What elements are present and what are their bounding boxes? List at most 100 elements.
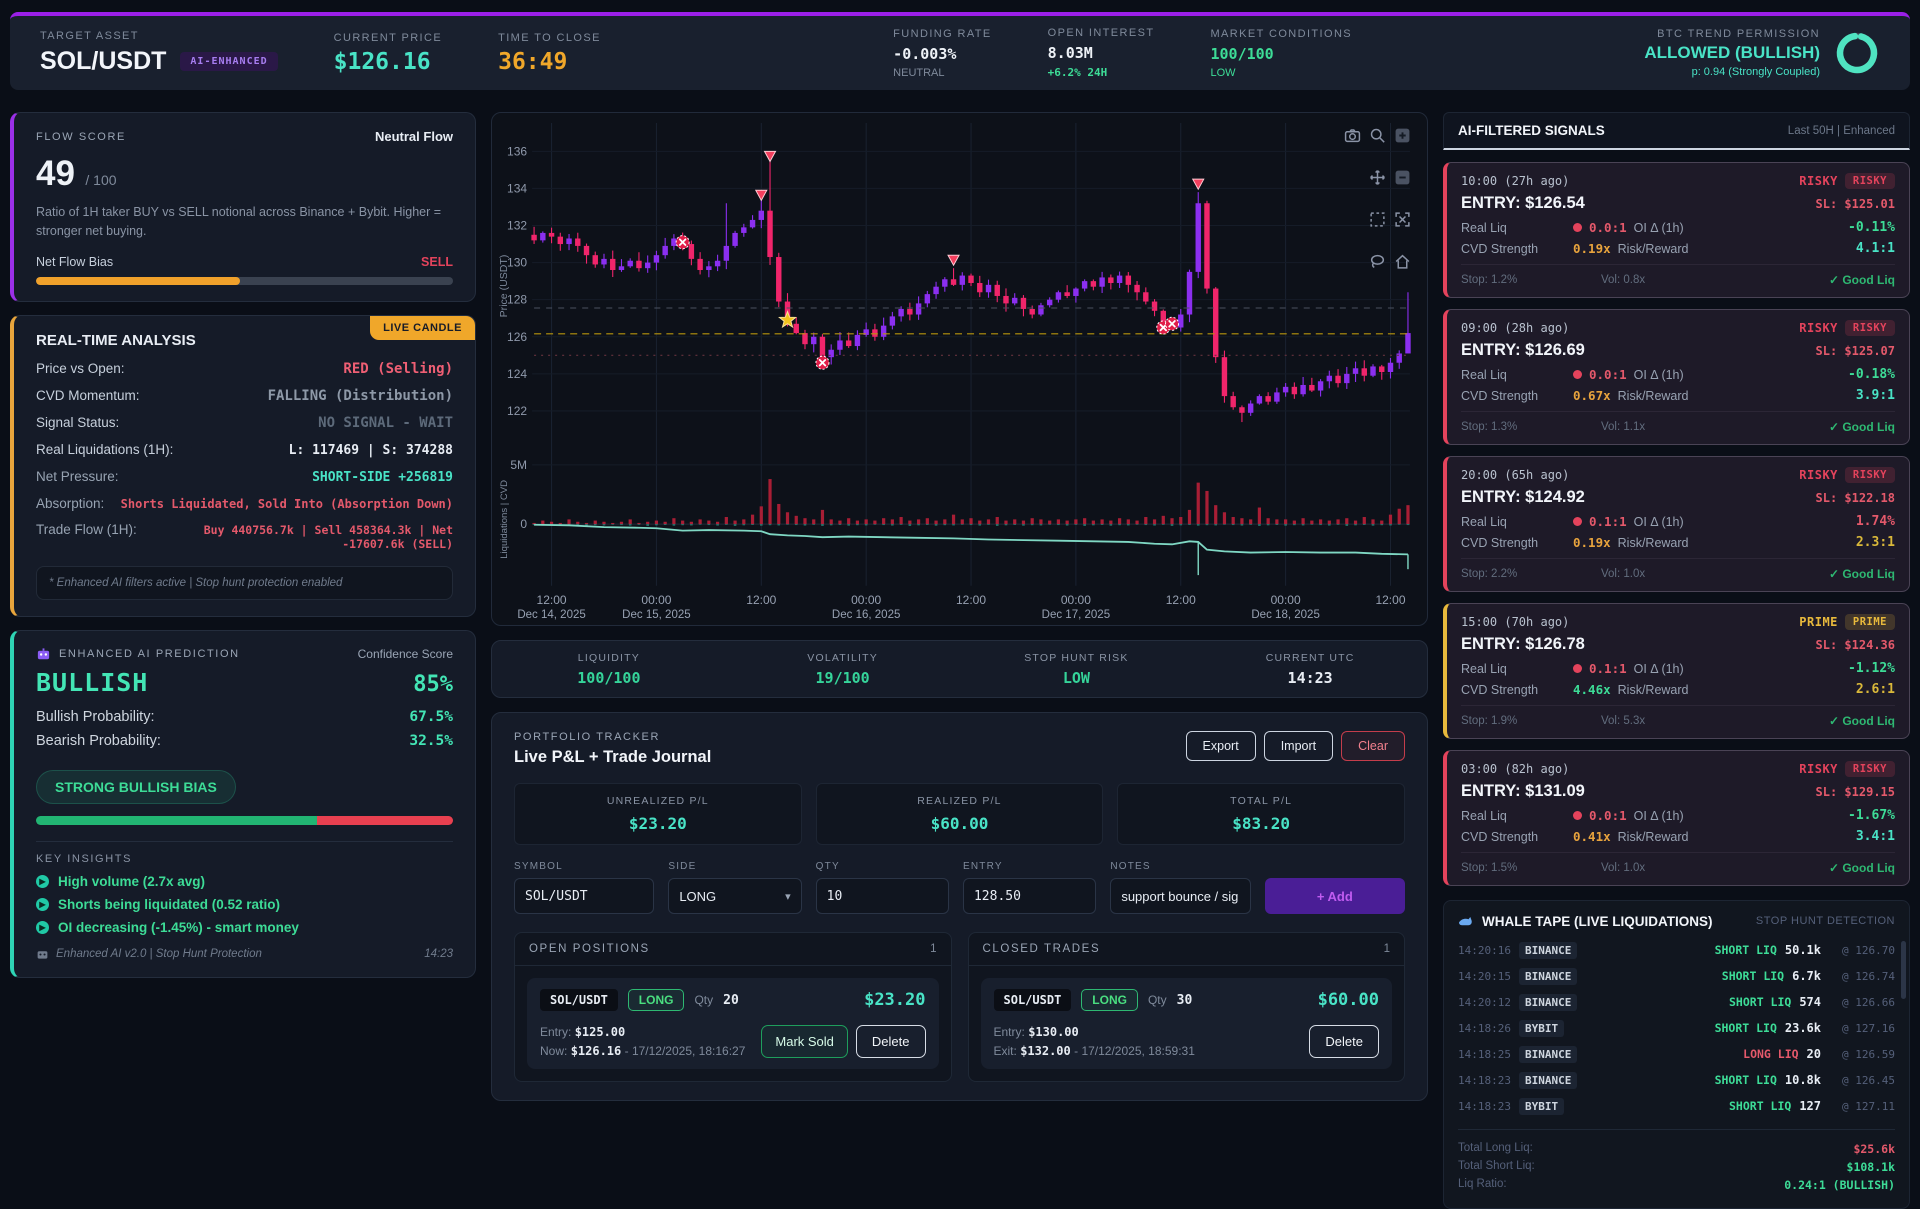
signal-entry: ENTRY: $126.69 <box>1461 341 1585 359</box>
signal-entry: ENTRY: $124.92 <box>1461 488 1585 506</box>
whale-tape-scrollbar[interactable] <box>1901 941 1906 999</box>
real-liq-label: Real Liq <box>1461 367 1507 382</box>
signal-stop-pct: Stop: 2.2% <box>1461 568 1518 580</box>
insight-bullet-icon: ▶ <box>36 920 49 934</box>
side-select[interactable]: LONG ▾ <box>668 878 802 914</box>
svg-text:12:00: 12:00 <box>746 593 776 607</box>
realtime-row: Price vs Open: RED (Selling) <box>36 360 453 377</box>
zoom-in-icon[interactable] <box>1394 127 1411 144</box>
robot-icon <box>37 647 50 659</box>
notes-input[interactable] <box>1110 878 1251 914</box>
signal-vol: Vol: 1.1x <box>1601 421 1646 433</box>
entry-input[interactable] <box>962 878 1097 914</box>
risk-reward-value: 2.3:1 <box>1855 535 1895 550</box>
btc-permission-value: ALLOWED (BULLISH) <box>1644 43 1820 62</box>
risk-reward-label: Risk/Reward <box>1617 388 1689 403</box>
export-button[interactable]: Export <box>1185 731 1256 761</box>
realtime-footnote: * Enhanced AI filters active | Stop hunt… <box>36 565 453 600</box>
market-conditions-label: MARKET CONDITIONS <box>1210 27 1353 40</box>
liquidation-row: 14:18:25 BINANCE LONG LIQ 20 @ 126.59 <box>1458 1045 1895 1063</box>
target-asset-label: TARGET ASSET <box>40 30 139 42</box>
position-now-label: Now: <box>540 1044 568 1058</box>
box-select-icon[interactable] <box>1369 211 1386 228</box>
pan-icon[interactable] <box>1369 169 1386 186</box>
confidence-score-label: Confidence Score <box>357 647 453 661</box>
flow-score-description: Ratio of 1H taker BUY vs SELL notional a… <box>36 205 442 238</box>
prediction-confidence: 85% <box>413 671 453 697</box>
flow-score-card: FLOW SCORE Neutral Flow 49 / 100 Ratio o… <box>10 112 476 302</box>
qty-input[interactable] <box>815 878 949 914</box>
svg-text:122: 122 <box>507 404 527 418</box>
funding-rate-value: -0.003% <box>893 44 957 63</box>
delete-trade-button[interactable]: Delete <box>1309 1025 1379 1058</box>
signal-vol: Vol: 5.3x <box>1601 715 1646 727</box>
oi-delta-label: OI Δ (1h) <box>1633 367 1684 382</box>
pl-box: UNREALIZED P/L $23.20 <box>514 783 802 845</box>
trade-exit-value: $132.00 <box>1020 1044 1071 1058</box>
risk-reward-label: Risk/Reward <box>1617 535 1689 550</box>
clear-button[interactable]: Clear <box>1341 731 1405 761</box>
real-liq-label: Real Liq <box>1461 514 1507 529</box>
signal-stop-loss: SL: $122.18 <box>1815 491 1895 505</box>
add-trade-button[interactable]: + Add <box>1264 878 1405 914</box>
realtime-row: Absorption: Shorts Liquidated, Sold Into… <box>36 495 453 511</box>
svg-text:134: 134 <box>507 181 527 195</box>
svg-text:5M: 5M <box>510 458 527 472</box>
camera-icon[interactable] <box>1344 127 1361 144</box>
import-button[interactable]: Import <box>1263 731 1334 761</box>
realtime-row: CVD Momentum: FALLING (Distribution) <box>36 387 453 404</box>
svg-text:00:00: 00:00 <box>641 593 671 607</box>
target-asset-block: TARGET ASSET SOL/USDT AI-ENHANCED <box>40 30 278 76</box>
flow-score-title: FLOW SCORE <box>36 130 126 143</box>
entry-label: ENTRY <box>962 861 1003 872</box>
svg-text:126: 126 <box>507 330 527 344</box>
liquidation-total-row: Total Short Liq: $108.1k <box>1458 1160 1895 1174</box>
signals-range: Last 50H | Enhanced <box>1787 124 1895 137</box>
svg-text:12:00: 12:00 <box>1166 593 1196 607</box>
real-liq-label: Real Liq <box>1461 808 1507 823</box>
signal-stop-pct: Stop: 1.9% <box>1461 715 1518 727</box>
tier-badge: RISKY <box>1844 467 1895 483</box>
liquidation-row: 14:20:12 BINANCE SHORT LIQ 574 @ 126.66 <box>1458 993 1895 1011</box>
signal-card: 03:00 (82h ago) RISKY RISKY ENTRY: $131.… <box>1443 750 1910 886</box>
cvd-strength-label: CVD Strength <box>1461 388 1539 403</box>
svg-text:136: 136 <box>507 144 527 158</box>
btc-permission-label: BTC TREND PERMISSION <box>1657 28 1820 40</box>
zoom-icon[interactable] <box>1369 127 1386 144</box>
mark-sold-button[interactable]: Mark Sold <box>761 1025 848 1058</box>
oi-delta-value: -0.18% <box>1848 367 1895 382</box>
liquidation-total-row: Liq Ratio: 0.24:1 (BULLISH) <box>1458 1178 1895 1192</box>
delete-position-button[interactable]: Delete <box>855 1025 926 1058</box>
trade-qty-value: 30 <box>1176 992 1193 1008</box>
trade-side-badge: LONG <box>1081 989 1138 1011</box>
open-positions-panel: OPEN POSITIONS 1 SOL/USDT LONG Qty 20 $2… <box>514 932 952 1082</box>
net-flow-bias-value: SELL <box>421 254 453 269</box>
lasso-icon[interactable] <box>1369 253 1386 270</box>
pl-summary-row: UNREALIZED P/L $23.20 REALIZED P/L $60.0… <box>514 783 1405 845</box>
svg-text:Liquidations | CVD: Liquidations | CVD <box>499 480 510 559</box>
oi-delta-value: -1.12% <box>1848 661 1895 676</box>
real-liq-label: Real Liq <box>1461 220 1507 235</box>
autoscale-icon[interactable] <box>1394 211 1411 228</box>
signal-liq-quality: ✓ Good Liq <box>1828 273 1895 287</box>
price-chart-canvas[interactable]: 122 124 126 128 130 132 134 136 5M 0 Price (USDT) L… <box>496 115 1423 623</box>
signal-card: 10:00 (27h ago) RISKY RISKY ENTRY: $126.… <box>1443 162 1910 298</box>
open-interest-change: +6.2% 24H <box>1047 66 1108 79</box>
closed-trades-panel: CLOSED TRADES 1 SOL/USDT LONG Qty 30 $60… <box>967 932 1405 1082</box>
dashboard: TARGET ASSET SOL/USDT AI-ENHANCED CURREN… <box>10 12 1910 1209</box>
market-stats-bar: LIQUIDITY 100/100 VOLATILITY 19/100 STOP… <box>491 640 1428 698</box>
svg-text:132: 132 <box>507 219 527 233</box>
closed-trades-count: 1 <box>1383 943 1390 955</box>
svg-text:Dec 17, 2025: Dec 17, 2025 <box>1042 609 1110 621</box>
open-positions-count: 1 <box>930 943 937 955</box>
home-icon[interactable] <box>1394 253 1411 270</box>
funding-rate-label: FUNDING RATE <box>893 27 992 40</box>
signal-card: 15:00 (70h ago) PRIME PRIME ENTRY: $126.… <box>1443 603 1910 739</box>
zoom-out-icon[interactable] <box>1394 169 1411 186</box>
stat-item: CURRENT UTC 14:23 <box>1265 651 1355 687</box>
flow-status: Neutral Flow <box>374 129 453 144</box>
trade-pnl: $60.00 <box>1317 990 1379 1010</box>
side-select-value: LONG <box>679 888 717 904</box>
symbol-input[interactable] <box>514 878 655 914</box>
insight-item: ▶ OI decreasing (-1.45%) - smart money <box>36 920 453 935</box>
